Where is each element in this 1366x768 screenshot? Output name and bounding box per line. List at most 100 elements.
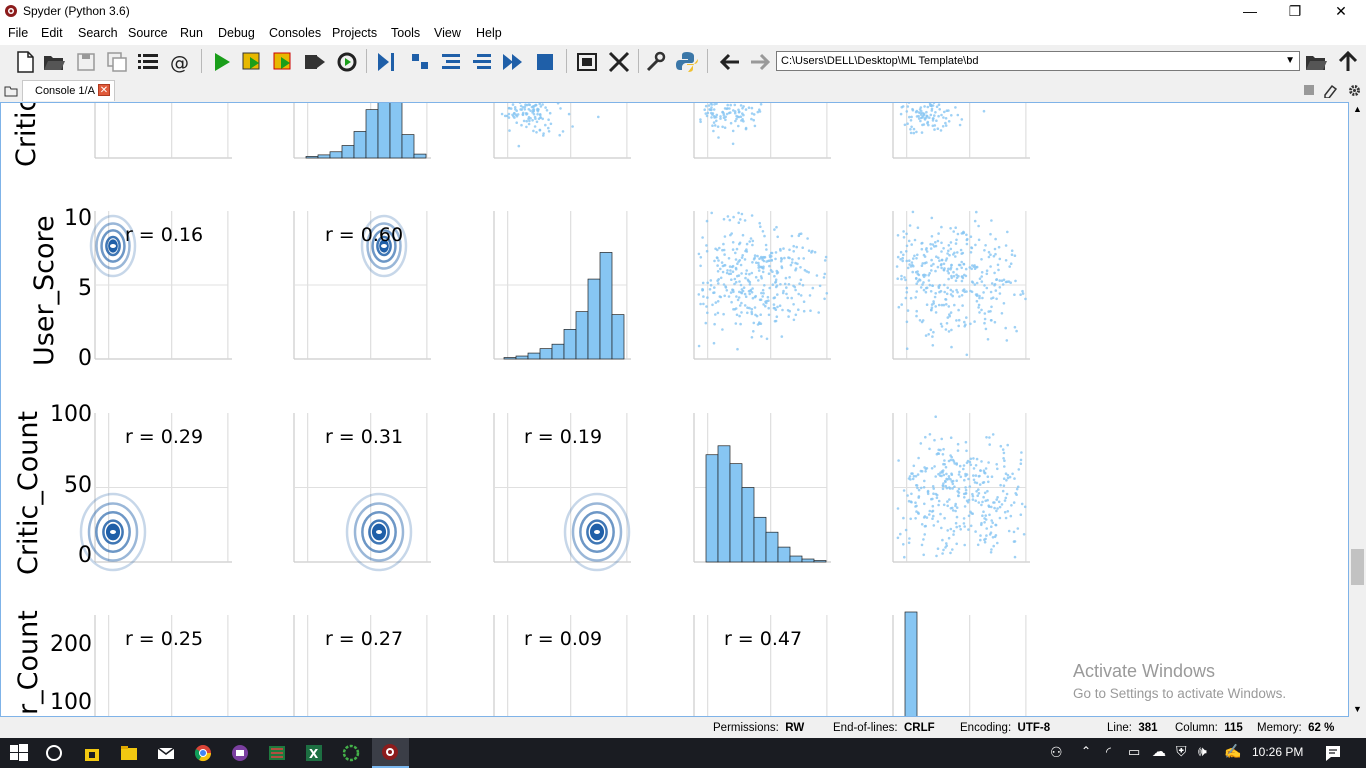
file-explorer-icon[interactable]: [119, 743, 139, 763]
chevron-down-icon[interactable]: ▼: [1285, 55, 1295, 66]
save-icon[interactable]: [73, 49, 99, 75]
eraser-icon[interactable]: [1323, 83, 1338, 98]
parent-directory-icon[interactable]: [1335, 49, 1361, 75]
close-button[interactable]: ✕: [1335, 3, 1347, 19]
scatter-point: [929, 247, 933, 250]
menu-view[interactable]: View: [434, 26, 461, 40]
scatter-point: [963, 320, 966, 324]
run-cell-advance-icon[interactable]: [271, 49, 297, 75]
mail-icon[interactable]: [156, 743, 176, 763]
scatter-point: [934, 241, 937, 244]
gear-icon[interactable]: [1347, 83, 1362, 98]
app-icon[interactable]: [230, 743, 250, 763]
pen-icon[interactable]: ✍: [1224, 743, 1242, 759]
step-icon[interactable]: [407, 49, 433, 75]
preferences-icon[interactable]: [643, 49, 669, 75]
scroll-down-icon[interactable]: ▼: [1353, 704, 1362, 714]
scatter-point: [733, 277, 737, 281]
forward-arrow-icon[interactable]: [747, 49, 773, 75]
excel-icon[interactable]: X: [304, 743, 324, 763]
scatter-point: [719, 115, 722, 118]
scatter-point: [947, 305, 951, 308]
rerun-icon[interactable]: [334, 49, 360, 75]
menu-consoles[interactable]: Consoles: [269, 26, 322, 40]
menu-source[interactable]: Source: [128, 26, 168, 40]
column-status: Column: 115: [1175, 722, 1243, 734]
step-return-icon[interactable]: [469, 49, 495, 75]
stop-kernel-icon[interactable]: [1303, 84, 1315, 96]
scatter-point: [916, 280, 920, 283]
taskbar-clock[interactable]: 10:26 PM: [1252, 745, 1304, 759]
python-path-icon[interactable]: [674, 49, 700, 75]
taskbar-spyder-active[interactable]: [372, 738, 409, 768]
people-icon[interactable]: ⚇: [1050, 744, 1063, 760]
kde-contour: [95, 510, 131, 554]
onedrive-icon[interactable]: ☁: [1152, 743, 1166, 759]
menu-edit[interactable]: Edit: [41, 26, 63, 40]
anaconda-icon[interactable]: [341, 743, 361, 763]
tab-console-1a[interactable]: Console 1/A ✕: [22, 80, 115, 101]
continue-icon[interactable]: [500, 49, 526, 75]
ipython-console[interactable]: Critic User_Score Critic_Count r_Count 1…: [0, 102, 1349, 717]
windows-start-icon[interactable]: [9, 743, 29, 763]
menu-projects[interactable]: Projects: [332, 26, 378, 40]
app-icon[interactable]: [267, 743, 287, 763]
back-arrow-icon[interactable]: [717, 49, 743, 75]
fullscreen-icon[interactable]: [606, 49, 632, 75]
browse-tabs-icon[interactable]: [4, 84, 18, 98]
scatter-point: [955, 463, 958, 466]
scatter-point: [925, 261, 928, 264]
scatter-point: [924, 435, 927, 439]
debug-icon[interactable]: [373, 49, 399, 75]
defender-icon[interactable]: ⛨: [1176, 743, 1187, 759]
action-center-icon[interactable]: [1323, 743, 1343, 763]
run-icon[interactable]: [209, 49, 235, 75]
menu-search[interactable]: Search: [78, 26, 118, 40]
menu-run[interactable]: Run: [180, 26, 203, 40]
store-icon[interactable]: [82, 743, 102, 763]
scatter-point: [961, 251, 965, 255]
scatter-point: [763, 234, 766, 238]
scatter-point: [941, 471, 944, 474]
browse-folder-icon[interactable]: [1303, 49, 1329, 75]
menu-help[interactable]: Help: [476, 26, 502, 40]
restore-button[interactable]: ❐: [1288, 3, 1302, 19]
scatter-point: [922, 553, 925, 557]
close-tab-icon[interactable]: ✕: [98, 84, 110, 96]
run-selection-icon[interactable]: [302, 49, 328, 75]
show-hidden-icons-icon[interactable]: ⌃: [1081, 744, 1092, 758]
row-label-user-count: r_Count: [13, 610, 44, 715]
save-all-icon[interactable]: [104, 49, 130, 75]
scatter-point: [508, 106, 511, 110]
console-scrollbar[interactable]: ▲ ▼: [1349, 102, 1366, 717]
open-file-icon[interactable]: [41, 49, 67, 75]
at-icon[interactable]: @: [167, 49, 193, 75]
scatter-point: [948, 498, 951, 501]
scatter-point: [968, 266, 972, 269]
scrollbar-thumb[interactable]: [1351, 549, 1364, 585]
list-icon[interactable]: [135, 49, 161, 75]
minimize-button[interactable]: —: [1243, 3, 1257, 19]
chrome-icon[interactable]: [193, 743, 213, 763]
scatter-point: [825, 292, 829, 295]
maximize-pane-icon[interactable]: [574, 49, 600, 75]
scatter-point: [787, 283, 791, 286]
menu-file[interactable]: File: [8, 26, 29, 40]
scatter-point: [956, 442, 960, 446]
scatter-point: [760, 291, 763, 295]
run-cell-icon[interactable]: [240, 49, 266, 75]
new-file-icon[interactable]: [12, 49, 38, 75]
working-directory-input[interactable]: C:\Users\DELL\Desktop\ML Template\bd ▼: [776, 51, 1300, 71]
volume-icon[interactable]: 🕪: [1198, 743, 1207, 759]
wifi-icon[interactable]: ◜: [1106, 744, 1112, 759]
step-into-icon[interactable]: [438, 49, 464, 75]
scatter-point: [971, 492, 974, 496]
scatter-point: [912, 127, 916, 131]
scatter-point: [942, 473, 946, 477]
stop-icon[interactable]: [532, 49, 558, 75]
menu-tools[interactable]: Tools: [391, 26, 421, 40]
cortana-icon[interactable]: [44, 743, 64, 763]
scroll-up-icon[interactable]: ▲: [1353, 104, 1362, 114]
menu-debug[interactable]: Debug: [218, 26, 255, 40]
battery-icon[interactable]: ▭: [1128, 744, 1141, 759]
